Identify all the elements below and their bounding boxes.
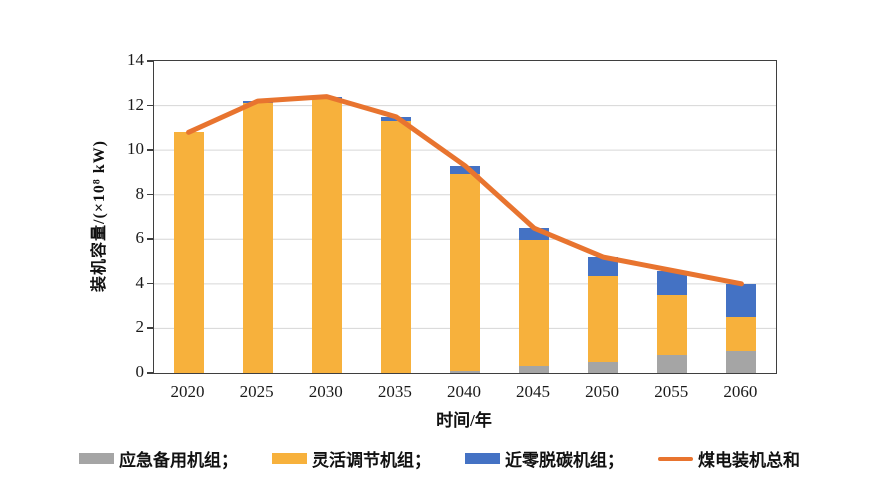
legend-item-flexible-regulation: 灵活调节机组； [272,446,431,471]
y-tick-label: 8 [135,183,145,203]
bar-segment-应急备用机组 [657,355,688,373]
y-tick-label: 2 [135,317,145,337]
bar-segment-灵活调节机组 [450,173,480,371]
y-tick-mark [147,282,153,285]
plot-area [153,60,777,374]
legend-label: 灵活调节机组； [312,451,431,470]
x-tick-label: 2050 [585,382,620,401]
y-tick-label: 14 [127,50,144,69]
bars-layer [154,61,776,373]
y-tick-label: 12 [127,94,144,114]
bar-segment-灵活调节机组 [657,295,688,356]
legend-item-coal-total-line: 煤电装机总和 [658,446,800,471]
coal-total-line [186,94,744,287]
total-line [186,94,744,287]
y-tick-label: 0 [135,362,145,381]
bar-segment-应急备用机组 [588,361,619,373]
legend-label: 应急备用机组； [119,451,238,470]
y-tick-mark [147,193,153,196]
legend: 应急备用机组； 灵活调节机组； 近零脱碳机组； 煤电装机总和 [0,446,879,471]
y-tick-mark [147,327,153,329]
gray-swatch-icon [79,453,114,464]
bar-segment-近零脱碳机组 [726,283,757,318]
orange-line-swatch-icon [658,456,693,461]
bar-segment-灵活调节机组 [726,317,757,351]
bar-segment-应急备用机组 [450,370,480,373]
x-tick-label: 2035 [377,382,412,401]
yellow-swatch-icon [272,453,307,464]
bar-segment-应急备用机组 [726,350,757,373]
x-tick-label: 2025 [239,382,274,401]
bar-segment-灵活调节机组 [173,132,204,373]
legend-item-emergency-backup: 应急备用机组； [79,446,238,471]
y-tick-mark [147,149,153,151]
legend-label: 煤电装机总和 [698,451,800,470]
y-tick-label: 6 [135,228,145,248]
x-tick-label: 2040 [446,382,481,401]
y-axis-title: 装机容量/(×10⁸ kW) [91,140,108,292]
bar-segment-应急备用机组 [519,366,550,373]
blue-swatch-icon [465,453,500,464]
legend-item-near-zero-decarbonization: 近零脱碳机组； [465,446,624,471]
x-axis-title: 时间/年 [436,411,492,430]
x-tick-label: 2045 [516,382,551,401]
x-tick-label: 2060 [723,382,758,401]
bar-segment-灵活调节机组 [519,240,550,367]
y-tick-mark [147,104,153,107]
bar-segment-灵活调节机组 [242,103,273,373]
bar-segment-灵活调节机组 [588,276,619,362]
x-tick-label: 2030 [308,382,343,401]
x-tick-label: 2020 [170,382,205,401]
bar-segment-灵活调节机组 [380,121,411,373]
y-tick-mark [147,372,153,374]
y-tick-mark [147,238,153,240]
x-tick-label: 2055 [654,382,689,401]
bar-segment-近零脱碳机组 [588,257,619,277]
y-tick-label: 4 [135,272,145,292]
y-tick-label: 10 [127,139,144,159]
legend-label: 近零脱碳机组； [505,451,624,470]
y-tick-mark [147,60,153,62]
bar-segment-近零脱碳机组 [450,165,480,174]
bar-segment-灵活调节机组 [311,98,342,373]
